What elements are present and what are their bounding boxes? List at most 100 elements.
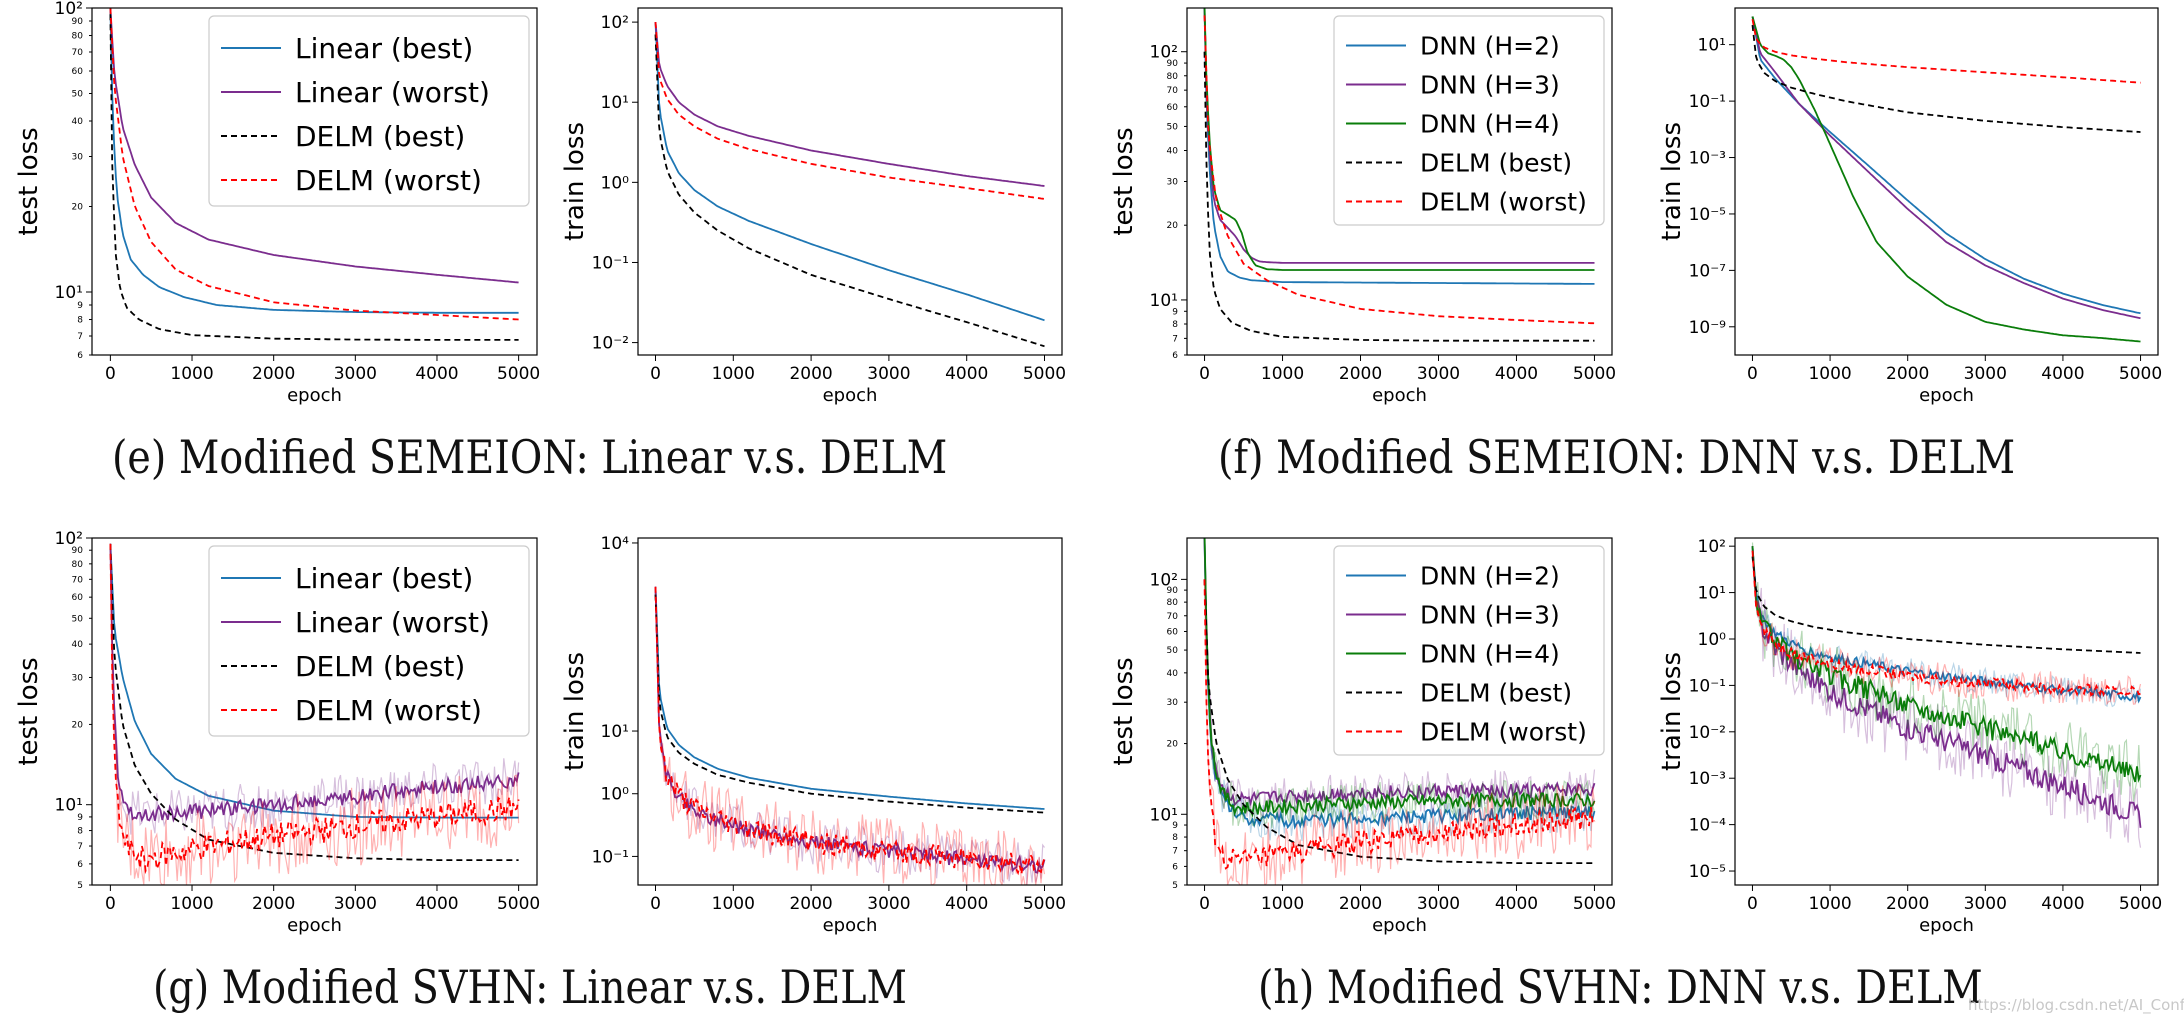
plot-frame — [637, 537, 1063, 886]
y-tick-label: 8 — [77, 316, 83, 326]
plot-frame — [1186, 537, 1613, 886]
watermark: https://blog.csdn.net/AI_Conf — [1968, 996, 2184, 1014]
series-line-dnn-h-2- — [1751, 16, 2141, 315]
y-tick-label: 10¹ — [601, 93, 629, 113]
series-line-linear-worst- — [109, 8, 519, 284]
legend-box — [208, 545, 530, 737]
y-tick-label: 10¹ — [55, 283, 83, 303]
x-tick-label: 1000 — [170, 364, 213, 384]
x-tick-label: 0 — [105, 364, 116, 384]
y-tick-label: 10¹ — [1698, 36, 1726, 56]
y-tick-label: 10⁻⁵ — [1689, 205, 1726, 225]
legend: Linear (best) Linear (worst) DELM (best) DE… — [208, 15, 530, 207]
x-tick-label: 3000 — [1417, 364, 1460, 384]
series-line-linear-best- — [109, 8, 519, 314]
y-tick-label: 10² — [1698, 537, 1726, 557]
x-tick-label: 2000 — [1339, 364, 1382, 384]
y-axis-label: train loss — [1657, 652, 1687, 771]
series-line-linear-worst- — [654, 22, 1045, 187]
chart-h2: 0 1000 2000 3000 4000 5000 10² 10¹ 10⁰ 10⁻¹ 10⁻² 10… — [1657, 537, 2162, 936]
y-tick-label: 80 — [1167, 598, 1179, 608]
y-tick-label: 60 — [1167, 103, 1179, 113]
y-tick-label: 7 — [1172, 847, 1178, 857]
series-group — [109, 543, 520, 885]
plot-frame — [1734, 537, 2159, 886]
legend: DNN (H=2) DNN (H=3) DNN (H=4) DELM (best) DE… — [1333, 545, 1605, 756]
y-tick-label: 8 — [1172, 320, 1178, 330]
series-group — [1751, 16, 2141, 343]
y-tick-label: 10⁻¹ — [1689, 676, 1726, 696]
y-tick-label: 80 — [72, 32, 84, 42]
series-line-delm-worst- — [654, 586, 1046, 876]
x-tick-label: 3000 — [1964, 894, 2007, 914]
y-tick-label: 7 — [77, 332, 83, 342]
x-tick-label: 4000 — [1495, 894, 1538, 914]
y-tick-label: 50 — [72, 614, 84, 624]
y-tick-label: 10² — [1150, 43, 1178, 63]
y-tick-label: 70 — [1167, 612, 1179, 622]
series-line-linear-worst- — [109, 543, 520, 823]
legend-box — [1333, 545, 1605, 756]
series-group — [1203, 538, 1596, 885]
x-tick-label: 4000 — [415, 364, 458, 384]
legend-label: DELM (best) — [295, 120, 465, 153]
series-line-dnn-h-3- — [1203, 8, 1595, 264]
x-tick-label: 2000 — [789, 364, 832, 384]
series-group — [1751, 542, 2142, 848]
y-tick-label: 8 — [77, 827, 83, 837]
x-tick-label: 4000 — [2041, 894, 2084, 914]
legend: Linear (best) Linear (worst) DELM (best) DE… — [208, 545, 530, 737]
y-tick-label: 80 — [72, 560, 84, 570]
series-line-delm-best- — [654, 34, 1045, 348]
series-line-linear-worst- — [654, 586, 1046, 874]
y-tick-label: 10⁰ — [1698, 630, 1727, 650]
y-tick-label: 10⁻¹ — [592, 253, 629, 273]
y-tick-label: 70 — [72, 48, 84, 58]
legend-label: DNN (H=2) — [1420, 32, 1560, 61]
x-tick-label: 1000 — [170, 894, 213, 914]
x-tick-label: 5000 — [1573, 894, 1616, 914]
y-tick-label: 10¹ — [601, 722, 629, 742]
series-line-delm-worst- — [109, 8, 519, 321]
y-tick-label: 10¹ — [55, 796, 83, 816]
series-line-delm-best- — [654, 594, 1045, 814]
y-tick-label: 10⁻¹ — [1689, 92, 1726, 112]
legend-label: DNN (H=2) — [1420, 562, 1560, 591]
x-tick-label: 1000 — [1808, 364, 1851, 384]
y-tick-label: 10² — [1150, 570, 1178, 590]
legend-label: Linear (worst) — [295, 606, 490, 639]
legend-label: DNN (H=4) — [1420, 110, 1560, 139]
series-line-dnn-h-4- — [1203, 538, 1596, 818]
y-tick-label: 6 — [1172, 862, 1178, 872]
y-tick-label: 10⁻⁷ — [1689, 261, 1727, 281]
x-tick-label: 5000 — [1023, 364, 1066, 384]
x-tick-label: 5000 — [497, 364, 540, 384]
y-tick-label: 60 — [72, 593, 84, 603]
y-axis-label: train loss — [560, 122, 590, 241]
x-tick-label: 0 — [650, 894, 661, 914]
y-tick-label: 9 — [1172, 307, 1178, 317]
legend-box — [208, 15, 530, 207]
x-tick-label: 1000 — [712, 364, 755, 384]
y-tick-label: 90 — [1167, 59, 1179, 69]
y-tick-label: 10⁻¹ — [592, 847, 629, 867]
y-tick-label: 90 — [72, 546, 84, 556]
series-line-dnn-h-2- — [1203, 538, 1596, 830]
series-group — [654, 586, 1046, 885]
series-line-dnn-h-2- — [1751, 546, 2142, 704]
series-line-dnn-h-2- — [1203, 8, 1595, 285]
chart-g2: 0 1000 2000 3000 4000 5000 10⁴ 10¹ 10⁰ 10⁻¹ epoch t… — [560, 534, 1066, 936]
x-tick-label: 5000 — [1023, 894, 1066, 914]
y-axis-label: test loss — [1109, 127, 1139, 235]
x-axis-label: epoch — [823, 915, 878, 936]
y-tick-label: 10⁴ — [601, 534, 630, 554]
y-tick-label: 20 — [1167, 221, 1179, 231]
y-tick-label: 10² — [601, 13, 629, 33]
y-axis-label: train loss — [1657, 122, 1687, 241]
x-tick-label: 3000 — [1417, 894, 1460, 914]
y-tick-label: 6 — [77, 860, 83, 870]
y-tick-label: 80 — [1167, 72, 1179, 82]
series-line-dnn-h-4- — [1751, 546, 2142, 783]
